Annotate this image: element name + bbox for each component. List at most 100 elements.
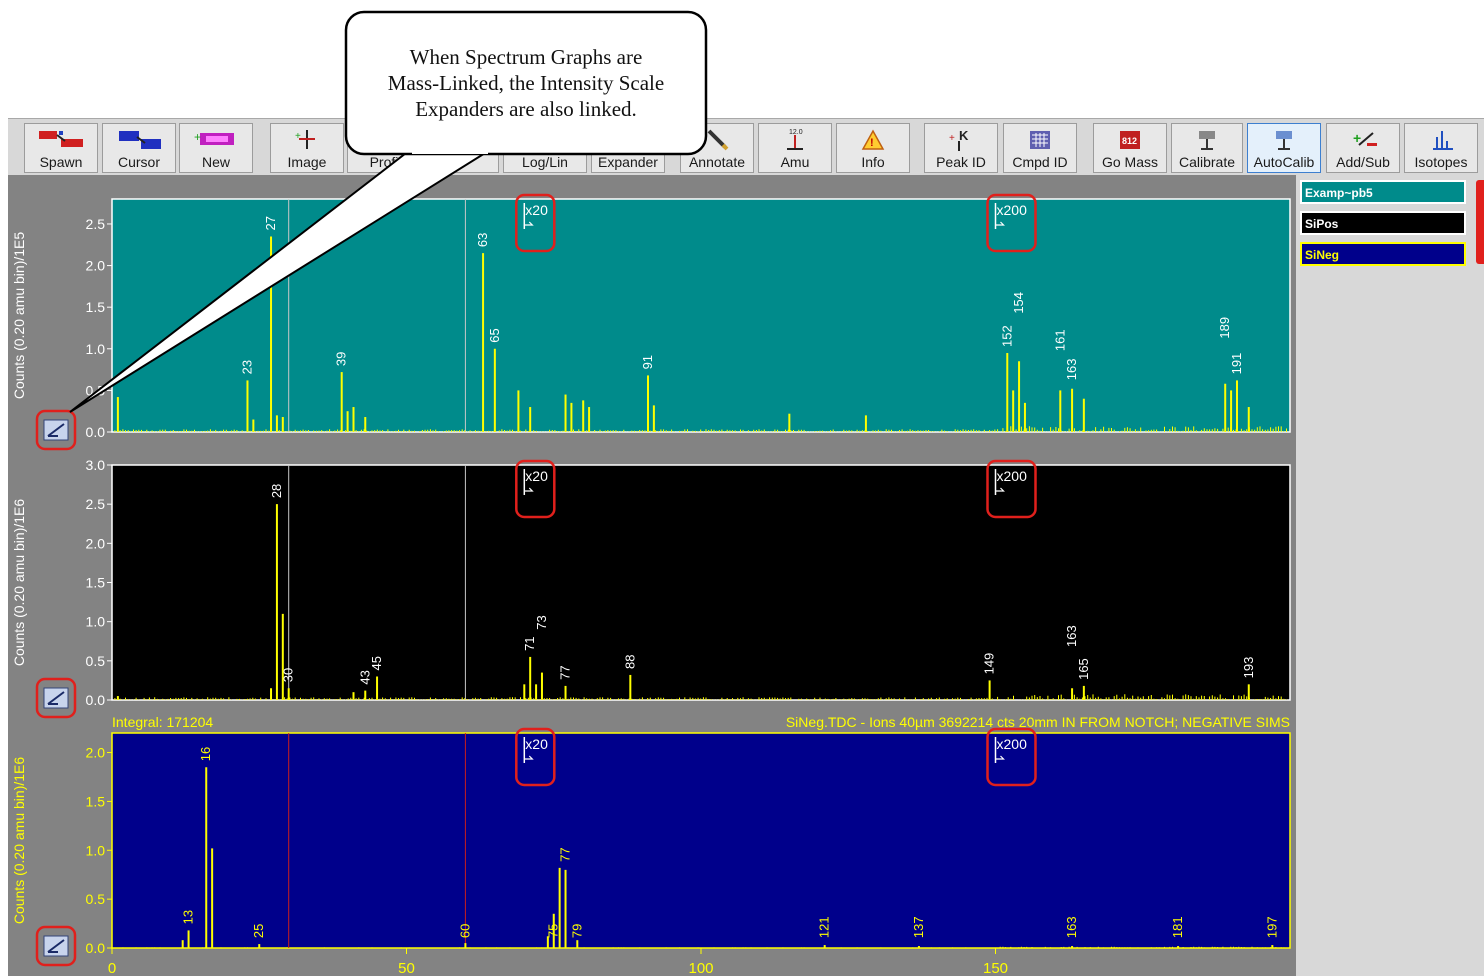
spectrum-sineg-peak-label: 163 xyxy=(1064,916,1079,938)
spectrum-sipos-y-tick-label: 1.0 xyxy=(86,614,106,630)
spectrum-sineg-x-tick-label: 50 xyxy=(398,960,415,976)
toolbar-button-cmpd-id[interactable]: Cmpd ID xyxy=(1003,123,1077,173)
spectrum-examp-pb5-baseline-noise xyxy=(114,426,1287,432)
spectrum-sipos-peak-label: 45 xyxy=(369,656,384,670)
spectrum-sineg-peak-label: 75 xyxy=(546,924,561,938)
add-sub-icon: + xyxy=(1327,127,1399,153)
calibrate-icon xyxy=(1172,127,1242,153)
panel-scroll-tab[interactable] xyxy=(1476,180,1484,264)
spectrum-sipos-peak-label: 77 xyxy=(558,665,573,679)
toolbar-button-go-mass[interactable]: 812 Go Mass xyxy=(1093,123,1167,173)
spectrum-sineg-peak-label: 77 xyxy=(558,847,573,861)
spectrum-examp-pb5-peak-label: 191 xyxy=(1229,353,1244,375)
spectrum-sineg-peak-label: 79 xyxy=(569,924,584,938)
spectrum-sipos-peak-label: 165 xyxy=(1076,658,1091,680)
spectrum-sipos-peak-label: 149 xyxy=(982,653,997,675)
legend-item-examp-pb5[interactable]: Examp~pb5 xyxy=(1300,180,1466,204)
toolbar-button-label: Expander xyxy=(598,154,658,170)
spectrum-sineg-expander-label: x20 xyxy=(525,736,548,752)
spectrum-examp-pb5-y-tick-label: 1.0 xyxy=(86,341,106,357)
peak-id-icon: K + xyxy=(925,127,997,153)
spectrum-examp-pb5-peak-label: 39 xyxy=(334,352,349,366)
pencil-icon xyxy=(681,127,753,153)
toolbar-button-info[interactable]: ! Info xyxy=(836,123,910,173)
toolbar-button-label: Annotate xyxy=(688,154,746,170)
spectrum-sineg-peak-label: 60 xyxy=(457,924,472,938)
svg-text:+: + xyxy=(1353,130,1361,146)
spectrum-sipos-y-tick-label: 2.0 xyxy=(86,535,106,551)
spectrum-examp-pb5-y-tick-label: 0.5 xyxy=(86,382,106,398)
spectrum-examp-pb5-expander-label: x200 xyxy=(997,202,1028,218)
spectrum-sineg-peak-label: 137 xyxy=(911,916,926,938)
spectrum-sipos-y-tick-label: 2.5 xyxy=(86,496,106,512)
toolbar-button-amu[interactable]: 12.0 Amu xyxy=(758,123,832,173)
toolbar-button-label: Peak ID xyxy=(936,154,986,170)
spectrum-examp-pb5-expander-arrow xyxy=(995,221,1005,226)
spectrum-sipos-plot-area[interactable] xyxy=(111,464,1291,701)
spectrum-examp-pb5-expander-highlight xyxy=(986,193,1037,253)
spectrum-sineg-integral-text: Integral: 171204 xyxy=(112,714,213,730)
svg-text:+: + xyxy=(949,133,955,144)
spectrum-sineg-plot-area[interactable] xyxy=(111,732,1291,949)
spectrum-examp-pb5-peak-label: 65 xyxy=(487,328,502,342)
legend-item-sipos[interactable]: SiPos xyxy=(1300,211,1466,235)
spectrum-examp-pb5-peak-label: 27 xyxy=(263,216,278,230)
spectrum-sipos-expander-label: x20 xyxy=(525,468,548,484)
spectrum-sipos-y-tick-label: 0.0 xyxy=(86,692,106,708)
toolbar-button-isotopes[interactable]: Isotopes xyxy=(1404,123,1478,173)
spectrum-examp-pb5-y-tick-label: 2.5 xyxy=(86,216,106,232)
spectrum-sipos-scale-link-highlight xyxy=(35,677,77,719)
spectrum-sipos-peak-label: 30 xyxy=(281,668,296,682)
spectrum-sineg-file-info-text: SiNeg.TDC - Ions 40µm 3692214 cts 20mm I… xyxy=(786,714,1290,730)
svg-text:K: K xyxy=(959,128,969,143)
spectrum-sipos-expander-label: x200 xyxy=(997,468,1028,484)
toolbar-button-label: Cmpd ID xyxy=(1012,154,1068,170)
toolbar-button-label: Isotopes xyxy=(1414,154,1468,170)
spectrum-sineg-peak-label: 16 xyxy=(198,747,213,761)
spectrum-sipos-y-axis-label: Counts (0.20 amu bin)/1E6 xyxy=(11,499,27,667)
spectrum-sineg-y-tick-label: 0.5 xyxy=(86,891,106,907)
image-icon: + xyxy=(271,127,343,153)
spectrum-sineg-peak-label: 181 xyxy=(1170,916,1185,938)
isotopes-icon xyxy=(1405,127,1477,153)
spectrum-examp-pb5-scale-link-glyph xyxy=(47,423,65,437)
cursor-icon xyxy=(103,127,175,153)
svg-text:12.0: 12.0 xyxy=(789,129,803,136)
spectrum-sipos-peak-label: 193 xyxy=(1241,657,1256,679)
toolbar-button-label: Calibrate xyxy=(1178,154,1236,170)
spectrum-sipos-expander-highlight xyxy=(986,459,1037,519)
spectrum-examp-pb5-peak-label: 163 xyxy=(1064,359,1079,381)
spectrum-sineg-expander-label: x200 xyxy=(997,736,1028,752)
spectrum-sipos-peak-label: 28 xyxy=(269,484,284,498)
spectrum-sineg-x-tick-label: 150 xyxy=(983,960,1008,976)
spectrum-sineg-expander-arrow xyxy=(995,755,1005,760)
spectrum-examp-pb5-y-tick-label: 2.0 xyxy=(86,258,106,274)
spectrum-sipos-y-tick-label: 1.5 xyxy=(86,575,106,591)
spectrum-sineg-x-tick-label: 0 xyxy=(108,960,116,976)
toolbar-button-autocalib[interactable]: AutoCalib xyxy=(1247,123,1321,173)
spectrum-examp-pb5-expander-highlight xyxy=(515,193,556,253)
spectrum-sineg-peak-label: 25 xyxy=(251,924,266,938)
info-icon: ! xyxy=(837,127,909,153)
toolbar-button-label: Log/Lin xyxy=(522,154,568,170)
spectrum-sineg-y-axis-label: Counts (0.20 amu bin)/1E6 xyxy=(11,757,27,925)
spectrum-sipos-baseline-noise xyxy=(114,694,1287,700)
toolbar-button-peak-id[interactable]: K + Peak ID xyxy=(924,123,998,173)
amu-icon: 12.0 xyxy=(759,127,831,153)
spectrum-examp-pb5-expander-arrow xyxy=(524,221,534,226)
toolbar-button-label: Go Mass xyxy=(1101,154,1158,170)
spectrum-sipos-peak-label: 73 xyxy=(534,615,549,629)
spectrum-sipos-y-tick-label: 3.0 xyxy=(86,457,106,473)
callout-line: Mass-Linked, the Intensity Scale xyxy=(387,71,665,95)
toolbar-button-calibrate[interactable]: Calibrate xyxy=(1171,123,1243,173)
spectrum-sineg-y-tick-label: 1.0 xyxy=(86,842,106,858)
spectrum-sipos-expander-highlight xyxy=(515,459,556,519)
legend-item-sineg[interactable]: SiNeg xyxy=(1300,242,1466,266)
spectrum-examp-pb5-peak-label: 91 xyxy=(640,355,655,369)
spectrum-examp-pb5-peak-label: 152 xyxy=(999,325,1014,347)
callout-line: When Spectrum Graphs are xyxy=(409,45,643,69)
spectrum-sineg-expander-arrow xyxy=(524,755,534,760)
toolbar-button-add-sub[interactable]: + Add/Sub xyxy=(1326,123,1400,173)
spectrum-examp-pb5-scale-link-highlight xyxy=(35,409,77,451)
